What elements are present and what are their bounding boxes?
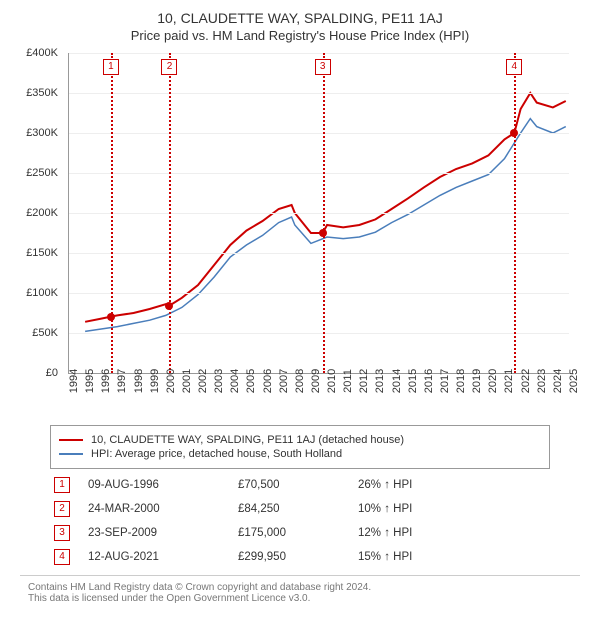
- legend-label: 10, CLAUDETTE WAY, SPALDING, PE11 1AJ (d…: [91, 434, 404, 446]
- x-axis-label: 2006: [262, 369, 274, 393]
- x-axis-label: 1994: [68, 369, 80, 393]
- x-axis-label: 2018: [455, 369, 467, 393]
- transaction-index: 2: [54, 501, 70, 517]
- x-axis-label: 2022: [520, 369, 532, 393]
- transaction-row: 4 12-AUG-2021£299,95015% ↑ HPI: [50, 545, 550, 569]
- legend-label: HPI: Average price, detached house, Sout…: [91, 448, 342, 460]
- x-axis-label: 2024: [552, 369, 564, 393]
- x-axis-label: 1998: [133, 369, 145, 393]
- transaction-number-box: 4: [506, 59, 522, 75]
- x-axis-label: 1996: [100, 369, 112, 393]
- y-axis-label: £100K: [8, 287, 58, 299]
- x-axis-label: 2007: [278, 369, 290, 393]
- transaction-price: £299,950: [238, 551, 358, 563]
- transaction-vline: [323, 53, 325, 373]
- y-axis-label: £50K: [8, 327, 58, 339]
- y-axis-label: £350K: [8, 87, 58, 99]
- transaction-row: 1 09-AUG-1996£70,50026% ↑ HPI: [50, 473, 550, 497]
- footer-line: This data is licensed under the Open Gov…: [28, 593, 572, 604]
- transaction-marker: [165, 302, 173, 310]
- transaction-date: 09-AUG-1996: [88, 479, 238, 491]
- transaction-marker: [510, 129, 518, 137]
- transaction-table: 1 09-AUG-1996£70,50026% ↑ HPI 2 24-MAR-2000…: [50, 473, 550, 569]
- x-axis-label: 2013: [374, 369, 386, 393]
- legend-swatch: [59, 439, 83, 441]
- x-axis-label: 2023: [536, 369, 548, 393]
- y-axis-label: £150K: [8, 247, 58, 259]
- x-axis-label: 2025: [568, 369, 580, 393]
- x-axis-label: 2003: [213, 369, 225, 393]
- x-axis-label: 2020: [487, 369, 499, 393]
- transaction-delta: 12% ↑ HPI: [358, 527, 478, 539]
- x-axis-label: 2005: [245, 369, 257, 393]
- legend-swatch: [59, 453, 83, 455]
- legend-item: HPI: Average price, detached house, Sout…: [59, 448, 541, 460]
- x-axis-label: 2019: [471, 369, 483, 393]
- x-axis-label: 1997: [116, 369, 128, 393]
- transaction-price: £175,000: [238, 527, 358, 539]
- y-axis-label: £400K: [8, 47, 58, 59]
- transaction-row: 2 24-MAR-2000£84,25010% ↑ HPI: [50, 497, 550, 521]
- x-axis-label: 2015: [407, 369, 419, 393]
- transaction-marker: [107, 313, 115, 321]
- legend-item: 10, CLAUDETTE WAY, SPALDING, PE11 1AJ (d…: [59, 434, 541, 446]
- transaction-index: 4: [54, 549, 70, 565]
- transaction-date: 23-SEP-2009: [88, 527, 238, 539]
- transaction-delta: 26% ↑ HPI: [358, 479, 478, 491]
- transaction-vline: [514, 53, 516, 373]
- transaction-delta: 10% ↑ HPI: [358, 503, 478, 515]
- x-axis-label: 2014: [391, 369, 403, 393]
- transaction-vline: [169, 53, 171, 373]
- x-axis-label: 2002: [197, 369, 209, 393]
- y-axis-label: £0: [8, 367, 58, 379]
- legend: 10, CLAUDETTE WAY, SPALDING, PE11 1AJ (d…: [50, 425, 550, 469]
- x-axis-label: 2001: [181, 369, 193, 393]
- x-axis-label: 2011: [342, 369, 354, 393]
- x-axis-label: 2012: [358, 369, 370, 393]
- y-axis-label: £250K: [8, 167, 58, 179]
- y-axis-label: £200K: [8, 207, 58, 219]
- x-axis-label: 1999: [149, 369, 161, 393]
- footer-line: Contains HM Land Registry data © Crown c…: [28, 582, 572, 593]
- x-axis-label: 2016: [423, 369, 435, 393]
- transaction-row: 3 23-SEP-2009£175,00012% ↑ HPI: [50, 521, 550, 545]
- transaction-delta: 15% ↑ HPI: [358, 551, 478, 563]
- page-subtitle: Price paid vs. HM Land Registry's House …: [0, 28, 600, 43]
- page-title: 10, CLAUDETTE WAY, SPALDING, PE11 1AJ: [0, 10, 600, 26]
- price-chart: 1234 £0£50K£100K£150K£200K£250K£300K£350…: [20, 49, 580, 419]
- x-axis-label: 2004: [229, 369, 241, 393]
- transaction-price: £70,500: [238, 479, 358, 491]
- x-axis-label: 2009: [310, 369, 322, 393]
- y-axis-label: £300K: [8, 127, 58, 139]
- transaction-date: 12-AUG-2021: [88, 551, 238, 563]
- x-axis-label: 2010: [326, 369, 338, 393]
- transaction-date: 24-MAR-2000: [88, 503, 238, 515]
- transaction-index: 3: [54, 525, 70, 541]
- footer: Contains HM Land Registry data © Crown c…: [20, 575, 580, 614]
- transaction-vline: [111, 53, 113, 373]
- x-axis-label: 2021: [503, 369, 515, 393]
- x-axis-label: 2017: [439, 369, 451, 393]
- transaction-number-box: 2: [161, 59, 177, 75]
- transaction-number-box: 1: [103, 59, 119, 75]
- transaction-index: 1: [54, 477, 70, 493]
- transaction-price: £84,250: [238, 503, 358, 515]
- series-property: [85, 93, 566, 322]
- x-axis-label: 1995: [84, 369, 96, 393]
- transaction-number-box: 3: [315, 59, 331, 75]
- transaction-marker: [319, 229, 327, 237]
- x-axis-label: 2000: [165, 369, 177, 393]
- x-axis-label: 2008: [294, 369, 306, 393]
